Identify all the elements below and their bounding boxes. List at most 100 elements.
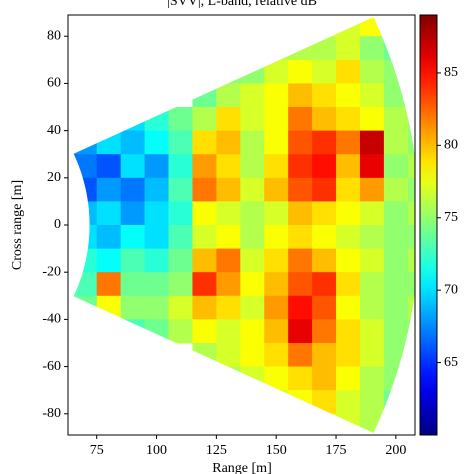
- heat-cell: [144, 295, 170, 320]
- heat-cell: [407, 130, 415, 155]
- heat-cell: [120, 201, 146, 226]
- heat-cell: [312, 177, 337, 203]
- heat-cell: [336, 319, 361, 344]
- heat-cell: [407, 248, 415, 273]
- heat-cell: [264, 248, 289, 273]
- x-tick-label: 200: [385, 443, 406, 458]
- heat-cell: [240, 295, 265, 320]
- heat-cell: [407, 154, 415, 179]
- heat-cell: [336, 225, 361, 250]
- heat-cell: [168, 201, 194, 226]
- heat-cell: [192, 225, 217, 250]
- heat-cell: [264, 130, 289, 155]
- heat-cell: [407, 295, 415, 320]
- heat-cell: [216, 342, 241, 368]
- heat-cell: [168, 177, 194, 203]
- y-axis-label: Cross range [m]: [10, 180, 25, 270]
- heat-cell: [383, 366, 409, 391]
- heat-cell: [383, 390, 409, 415]
- heat-cell: [216, 59, 241, 85]
- heat-cell: [168, 272, 194, 297]
- heat-cell: [120, 130, 146, 155]
- heat-cell: [73, 201, 98, 226]
- heat-cell: [288, 390, 313, 415]
- heat-cell: [192, 248, 217, 273]
- heat-cell: [264, 272, 289, 297]
- heat-cell: [216, 295, 241, 320]
- heat-cell: [216, 177, 241, 203]
- heat-cell: [73, 295, 98, 320]
- heat-cell: [359, 225, 385, 250]
- heat-cell: [240, 248, 265, 273]
- heat-cell: [144, 225, 170, 250]
- heat-cell: [240, 177, 265, 203]
- heat-cell: [73, 248, 98, 273]
- heat-cell: [383, 248, 409, 273]
- heat-cell: [359, 248, 385, 273]
- x-tick-label: 150: [266, 443, 287, 458]
- heat-cell: [120, 107, 146, 132]
- colorbar-tick-label: 80: [444, 138, 458, 153]
- heat-cell: [336, 366, 361, 391]
- heat-cell: [216, 107, 241, 132]
- y-tick-label: -40: [42, 312, 61, 327]
- heat-cell: [240, 201, 265, 226]
- heat-cell: [407, 272, 415, 297]
- heat-cell: [383, 272, 409, 297]
- heat-cell: [288, 366, 313, 391]
- heat-cell: [192, 319, 217, 344]
- heat-cell: [312, 154, 337, 179]
- heat-cell: [359, 390, 385, 415]
- heat-cell: [383, 83, 409, 108]
- heat-cell: [96, 272, 122, 297]
- heat-cell: [336, 342, 361, 368]
- heat-cell: [264, 59, 289, 85]
- heat-cell: [168, 130, 194, 155]
- heat-cell: [73, 154, 98, 179]
- heat-cell: [312, 36, 337, 61]
- x-tick-label: 175: [326, 443, 347, 458]
- heat-cell: [120, 248, 146, 273]
- heat-cell: [168, 154, 194, 179]
- heat-cell: [359, 36, 385, 61]
- heat-cell: [336, 272, 361, 297]
- heat-cell: [264, 342, 289, 368]
- heat-cell: [73, 177, 98, 203]
- heat-cell: [359, 107, 385, 132]
- heat-cell: [216, 154, 241, 179]
- heat-cell: [240, 107, 265, 132]
- heat-cell: [359, 59, 385, 85]
- heat-cell: [216, 366, 241, 391]
- heat-cell: [336, 107, 361, 132]
- heat-cell: [312, 413, 337, 433]
- heat-cell: [359, 272, 385, 297]
- heat-cell: [192, 342, 217, 368]
- heat-cell: [264, 295, 289, 320]
- heat-cell: [288, 319, 313, 344]
- heat-cell: [336, 59, 361, 85]
- heat-cell: [216, 225, 241, 250]
- heat-cell: [96, 295, 122, 320]
- y-tick-label: 0: [54, 217, 61, 232]
- heat-cell: [336, 201, 361, 226]
- heat-cell: [312, 201, 337, 226]
- heat-cell: [359, 130, 385, 155]
- heat-cell: [144, 177, 170, 203]
- heat-cell: [288, 295, 313, 320]
- heat-cell: [336, 413, 361, 433]
- heat-cell: [144, 107, 170, 132]
- heat-cell: [264, 177, 289, 203]
- heat-cell: [359, 295, 385, 320]
- heat-cell: [192, 154, 217, 179]
- x-tick-label: 100: [146, 443, 167, 458]
- y-tick-label: -60: [42, 359, 61, 374]
- heat-cell: [192, 272, 217, 297]
- heat-cell: [383, 36, 409, 61]
- heat-cell: [240, 342, 265, 368]
- heat-cell: [120, 295, 146, 320]
- heat-cell: [312, 17, 337, 37]
- heat-cell: [336, 390, 361, 415]
- heat-cell: [144, 154, 170, 179]
- heat-cell: [359, 342, 385, 368]
